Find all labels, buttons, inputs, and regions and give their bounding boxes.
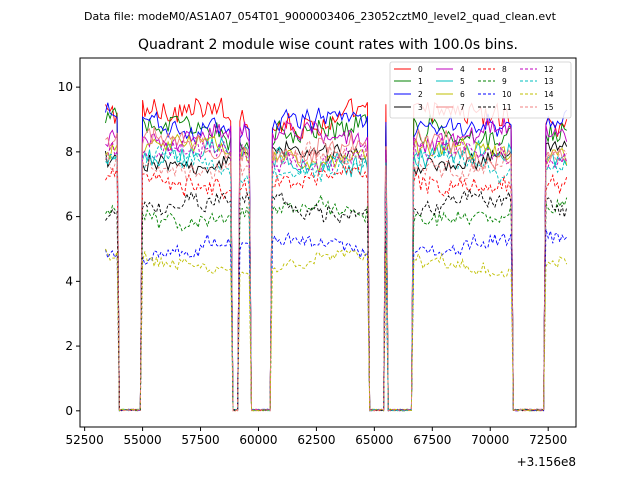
series-line-11: [105, 187, 568, 412]
chart-title: Quadrant 2 module wise count rates with …: [138, 37, 518, 53]
legend-label-11: 11: [502, 103, 512, 112]
series-line-12: [105, 137, 568, 412]
x-axis: 52500 55000 57500 60000 62500 65000 67500 70000…: [66, 427, 567, 447]
x-tick-label: 57500: [181, 433, 219, 447]
series-line-3: [105, 139, 568, 412]
series-line-7: [105, 126, 567, 412]
series-line-6: [105, 133, 568, 412]
legend-label-10: 10: [502, 90, 512, 99]
legend-label-2: 2: [418, 90, 423, 99]
x-tick-label: 70000: [471, 433, 509, 447]
legend-label-3: 3: [418, 103, 423, 112]
legend-label-14: 14: [544, 90, 554, 99]
legend-label-8: 8: [502, 65, 507, 74]
plot-frame: [79, 57, 577, 428]
y-tick-label: 2: [65, 339, 73, 353]
series-line-1: [105, 107, 567, 412]
x-tick-label: 60000: [239, 433, 277, 447]
x-offset-label: +3.156e8: [517, 455, 576, 469]
legend-label-7: 7: [460, 103, 465, 112]
legend-label-9: 9: [502, 77, 507, 86]
x-tick-label: 55000: [123, 433, 161, 447]
y-tick-label: 0: [65, 404, 73, 418]
legend-label-4: 4: [460, 65, 465, 74]
x-tick-label: 62500: [297, 433, 335, 447]
y-axis: 0 2 4 6 8 10: [58, 80, 80, 418]
y-tick-label: 8: [65, 145, 73, 159]
legend-label-15: 15: [544, 103, 554, 112]
legend-label-0: 0: [418, 65, 423, 74]
series-line-4: [105, 117, 568, 412]
x-tick-label: 67500: [413, 433, 451, 447]
y-tick-label: 6: [65, 210, 73, 224]
legend-label-12: 12: [544, 65, 554, 74]
legend-label-13: 13: [544, 77, 554, 86]
series-line-10: [105, 228, 568, 412]
legend-label-5: 5: [460, 77, 465, 86]
suptitle: Data file: modeM0/AS1A07_054T01_90000034…: [84, 10, 557, 23]
legend-label-6: 6: [460, 90, 465, 99]
series-line-13: [105, 145, 568, 412]
y-tick-label: 4: [65, 274, 73, 288]
x-tick-label: 72500: [529, 433, 567, 447]
x-tick-label: 52500: [66, 433, 104, 447]
series-layer: [105, 97, 568, 412]
legend-label-1: 1: [418, 77, 423, 86]
series-line-14: [105, 248, 568, 412]
y-tick-label: 10: [58, 80, 73, 94]
x-tick-label: 65000: [355, 433, 393, 447]
legend-frame: [389, 61, 572, 119]
series-line-9: [105, 193, 568, 412]
